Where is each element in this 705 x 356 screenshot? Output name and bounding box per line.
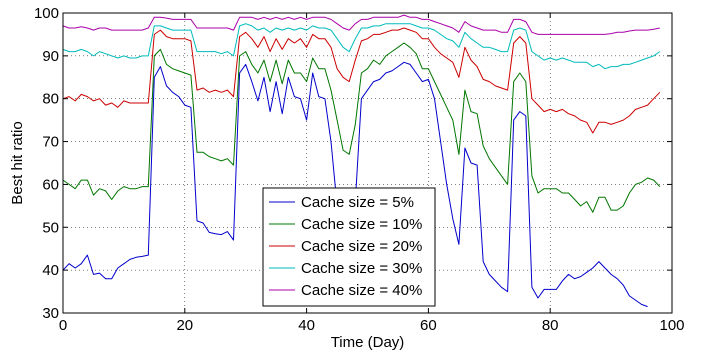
legend-label: Cache size = 10% [301,216,422,233]
legend: Cache size = 5% Cache size = 10% Cache siz… [262,187,436,307]
ticks [62,12,673,314]
y-tick-label: 80 [42,91,59,108]
legend-label: Cache size = 30% [301,260,422,277]
legend-label: Cache size = 40% [301,282,422,299]
y-tick-label: 100 [34,5,59,22]
y-tick-label: 40 [42,262,59,279]
legend-label: Cache size = 5% [301,194,414,211]
plot-frame [62,12,673,314]
y-tick-label: 70 [42,134,59,151]
legend-box [262,187,436,307]
y-tick-label: 60 [42,176,59,193]
y-tick-label: 30 [42,305,59,322]
x-tick-label: 80 [542,317,559,334]
y-tick-label: 50 [42,219,59,236]
x-tick-label: 100 [659,317,684,334]
y-axis-label: Best hit ratio [9,121,26,204]
series-line-5 [62,14,660,35]
x-tick-label: 60 [420,317,437,334]
series-line-4 [62,23,661,70]
series-line-2 [62,42,661,213]
x-tick-label: 40 [298,317,315,334]
x-tick-label: 20 [176,317,193,334]
series-line-3 [62,27,661,134]
y-tick-label: 90 [42,48,59,65]
x-axis-label: Time (Day) [331,334,405,351]
tick-labels: 0 20 40 60 80 100 30 40 50 60 70 80 90 100 [34,5,685,334]
x-tick-label: 0 [59,317,67,334]
legend-label: Cache size = 20% [301,238,422,255]
